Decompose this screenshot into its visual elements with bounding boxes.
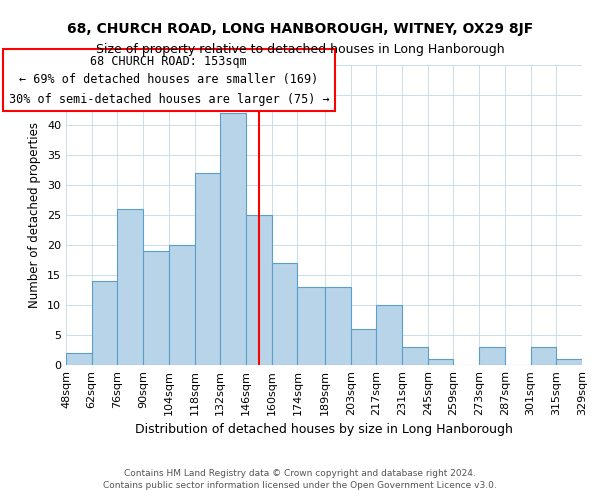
Text: Contains HM Land Registry data © Crown copyright and database right 2024.
Contai: Contains HM Land Registry data © Crown c…: [103, 468, 497, 490]
Bar: [376, 305, 402, 365]
Bar: [272, 263, 298, 365]
Bar: [530, 347, 556, 365]
Bar: [402, 347, 428, 365]
Bar: [66, 353, 92, 365]
Bar: [92, 281, 118, 365]
Bar: [143, 251, 169, 365]
Text: 68, CHURCH ROAD, LONG HANBOROUGH, WITNEY, OX29 8JF: 68, CHURCH ROAD, LONG HANBOROUGH, WITNEY…: [67, 22, 533, 36]
Bar: [350, 329, 376, 365]
Bar: [246, 215, 272, 365]
Bar: [220, 113, 246, 365]
Text: 68 CHURCH ROAD: 153sqm
← 69% of detached houses are smaller (169)
30% of semi-de: 68 CHURCH ROAD: 153sqm ← 69% of detached…: [8, 54, 329, 106]
Bar: [194, 173, 220, 365]
Bar: [298, 287, 325, 365]
Text: Size of property relative to detached houses in Long Hanborough: Size of property relative to detached ho…: [95, 42, 505, 56]
Bar: [556, 359, 582, 365]
Bar: [169, 245, 194, 365]
Bar: [479, 347, 505, 365]
Bar: [325, 287, 350, 365]
Bar: [118, 209, 143, 365]
X-axis label: Distribution of detached houses by size in Long Hanborough: Distribution of detached houses by size …: [135, 424, 513, 436]
Y-axis label: Number of detached properties: Number of detached properties: [28, 122, 41, 308]
Bar: [428, 359, 454, 365]
